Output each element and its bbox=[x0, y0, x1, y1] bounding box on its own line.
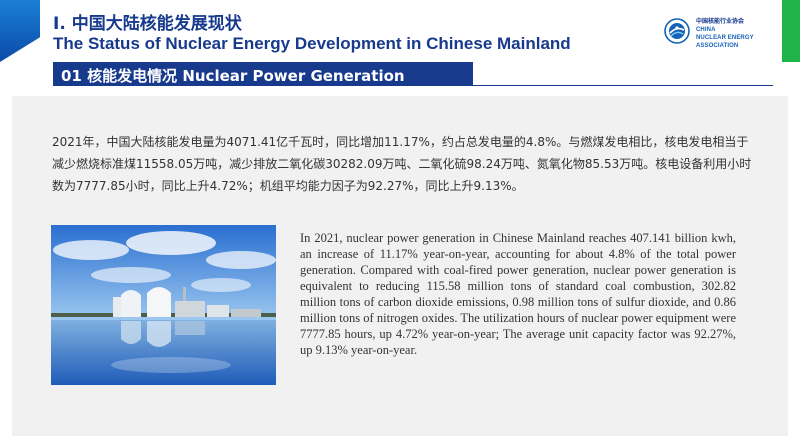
association-name-en-3: ASSOCIATION bbox=[696, 43, 739, 49]
section-title-bar bbox=[53, 62, 473, 86]
association-name-en-2: NUCLEAR ENERGY bbox=[696, 35, 754, 41]
association-emblem-icon bbox=[664, 18, 690, 44]
paragraph-en: In 2021, nuclear power generation in Chi… bbox=[300, 231, 736, 357]
association-logo: 中国核能行业协会 CHINA NUCLEAR ENERGY ASSOCIATIO… bbox=[664, 16, 776, 54]
header-accent-right bbox=[782, 0, 800, 62]
association-name-en-1: CHINA bbox=[696, 27, 716, 33]
association-name-cn: 中国核能行业协会 bbox=[696, 18, 745, 25]
page-title-en: The Status of Nuclear Energy Development… bbox=[53, 34, 571, 53]
section-title: 01 核能发电情况 Nuclear Power Generation bbox=[61, 67, 405, 85]
section-divider bbox=[473, 85, 773, 86]
association-name: 中国核能行业协会 CHINA NUCLEAR ENERGY ASSOCIATIO… bbox=[696, 18, 754, 50]
header-accent-left bbox=[0, 0, 40, 62]
page-title-cn: I. 中国大陆核能发展现状 bbox=[53, 14, 242, 34]
nuclear-plant-photo bbox=[51, 225, 276, 385]
paragraph-cn: 2021年，中国大陆核能发电量为4071.41亿千瓦时，同比增加11.17%，约… bbox=[52, 135, 752, 193]
